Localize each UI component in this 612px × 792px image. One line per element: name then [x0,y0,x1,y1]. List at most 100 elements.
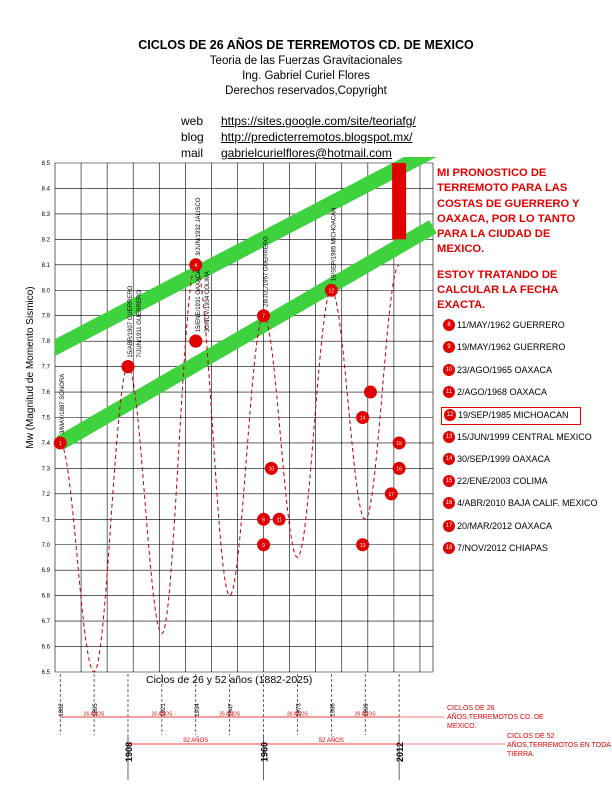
point-number: 16 [396,466,402,472]
legend-marker: 8 [443,319,455,331]
point-number: 15 [396,441,402,447]
point-label: 28/JUL/1957 GUERRERO [264,236,270,307]
point-number: 11 [277,517,282,523]
point-number: 1 [59,441,62,447]
span-26-label: 26 AÑOS [355,711,377,718]
y-tick-label: 7.9 [42,314,51,320]
earthquake-point [257,538,271,552]
earthquake-point [363,385,377,399]
span-52-label: 52 AÑOS [319,737,344,744]
legend-marker: 11 [443,385,455,398]
point-number: 17 [389,492,395,498]
y-tick-label: 7.2 [42,492,51,498]
y-tick-label: 8.5 [42,161,51,167]
y-tick-label: 7.5 [42,416,51,422]
point-number: 7 [262,314,265,320]
y-tick-label: 7.4 [42,441,51,447]
legend-label: 22/ENE/2003 COLIMA [457,476,548,487]
y-axis-label: Mw (Magnitud de Momento Sismico) [25,286,36,448]
forecast-text: MI PRONOSTICO DE TERREMOTO PARA LAS COST… [437,166,587,324]
y-tick-label: 8.2 [42,237,51,243]
y-tick-label: 8.0 [42,288,51,294]
legend-label: 11/MAY/1962 GUERRERO [457,320,565,330]
y-tick-label: 6.6 [42,645,51,651]
year-label: 1895 [93,703,99,717]
earthquake-point [264,461,278,475]
y-tick-label: 6.7 [42,619,51,625]
legend-marker: 14 [443,452,455,465]
period-label: Ciclos de 26 y 52 años (1882-2025) [146,674,313,686]
span-26-label: 26 AÑOS [219,711,241,718]
earthquake-point [257,309,271,323]
forecast-paragraph-2: ESTOY TRATANDO DE CALCULAR LA FECHA EXAC… [437,268,558,312]
point-label: 3/JUN/1932 JALISCO [196,197,202,256]
y-tick-label: 6.9 [42,568,51,574]
y-tick-label: 7.1 [42,517,51,523]
subtitle-author: Ing. Gabriel Curiel Flores [242,70,370,82]
earthquake-point [384,487,398,501]
span-26-label: 26 AÑOS [287,711,309,718]
legend-label: 15/JUN/1999 CENTRAL MEXICO [457,431,592,442]
legend-label: 19/SEP/1985 MICHOACAN [458,410,569,421]
span-26-label: 26 AÑOS [84,711,106,718]
year-label: 1921 [161,703,167,717]
web-label: web [181,114,204,128]
year-label: 1999 [364,703,370,717]
point-label: 15/ENE/1931 OAXACA [196,270,202,332]
web-link[interactable]: https://sites.google.com/site/teoriafg/ [221,114,416,128]
forecast-bar [392,163,407,240]
year-label-major: 2012 [395,742,405,762]
y-tick-label: 7.7 [42,365,51,371]
blog-link[interactable]: http://predicterremotos.blogspot.mx/ [221,130,413,144]
earthquake-point [392,461,406,475]
y-tick-label: 6.5 [42,670,51,676]
point-label: 3/MAY/1887 SONORA [60,374,66,434]
subtitle-copyright: Derechos reservados,Copyright [225,85,387,97]
year-label: 1986 [330,703,336,717]
earthquake-point [272,512,286,526]
note-52-year-cycles: CICLOS DE 52 AÑOS,TERREMOTOS EN TODA LA … [507,733,612,758]
y-tick-label: 7.8 [42,339,51,345]
legend-marker: 18 [443,542,455,554]
point-label: 15/ABR/1907 GUERRERO [128,285,134,357]
point-label: 30/NOV/1934 COLIMA [205,271,211,332]
blog-label: blog [181,130,204,144]
earthquake-point [53,436,67,450]
year-label-major: 1908 [124,742,134,762]
legend-marker: 12 [444,409,456,422]
earthquake-point [189,258,203,272]
span-26-label: 26 AÑOS [151,711,173,718]
mail-label: mail [181,146,204,160]
legend-item: 12 19/SEP/1985 MICHOACAN [441,407,581,426]
earthquake-point [324,283,338,297]
point-number: 12 [329,288,335,294]
subtitle-theory: Teoria de las Fuerzas Gravitacionales [209,55,403,67]
year-label: 1882 [59,703,65,717]
forecast-paragraph-1: MI PRONOSTICO DE TERREMOTO PARA LAS COST… [437,167,580,256]
y-tick-label: 8.3 [42,212,51,218]
point-number: 8 [262,517,265,523]
earthquake-point [257,512,271,526]
point-number: 4 [194,263,197,269]
year-label: 1973 [296,703,302,717]
earthquake-point [356,538,370,552]
span-52-label: 52 AÑOS [183,737,208,744]
y-tick-label: 7.0 [42,543,51,549]
legend-label: 7/NOV/2012 CHIAPAS [457,543,548,553]
trend-band [55,157,437,357]
earthquake-point [121,360,135,374]
legend-marker: 17 [443,519,455,532]
y-tick-label: 8.1 [42,263,51,269]
mail-link[interactable]: gabrielcurielflores@hotmail.com [221,146,392,160]
legend-label: 4/ABR/2010 BAJA CALIF. MEXICO [457,498,598,509]
legend-marker: 13 [443,430,455,443]
year-label: 1934 [195,703,201,717]
point-number: 13 [360,543,366,549]
year-label: 1947 [229,703,235,717]
year-label-major: 1960 [260,742,270,762]
legend-marker: 15 [443,475,455,488]
trend-band [56,220,437,450]
legend-marker: 10 [443,363,455,376]
point-number: 14 [360,416,366,422]
